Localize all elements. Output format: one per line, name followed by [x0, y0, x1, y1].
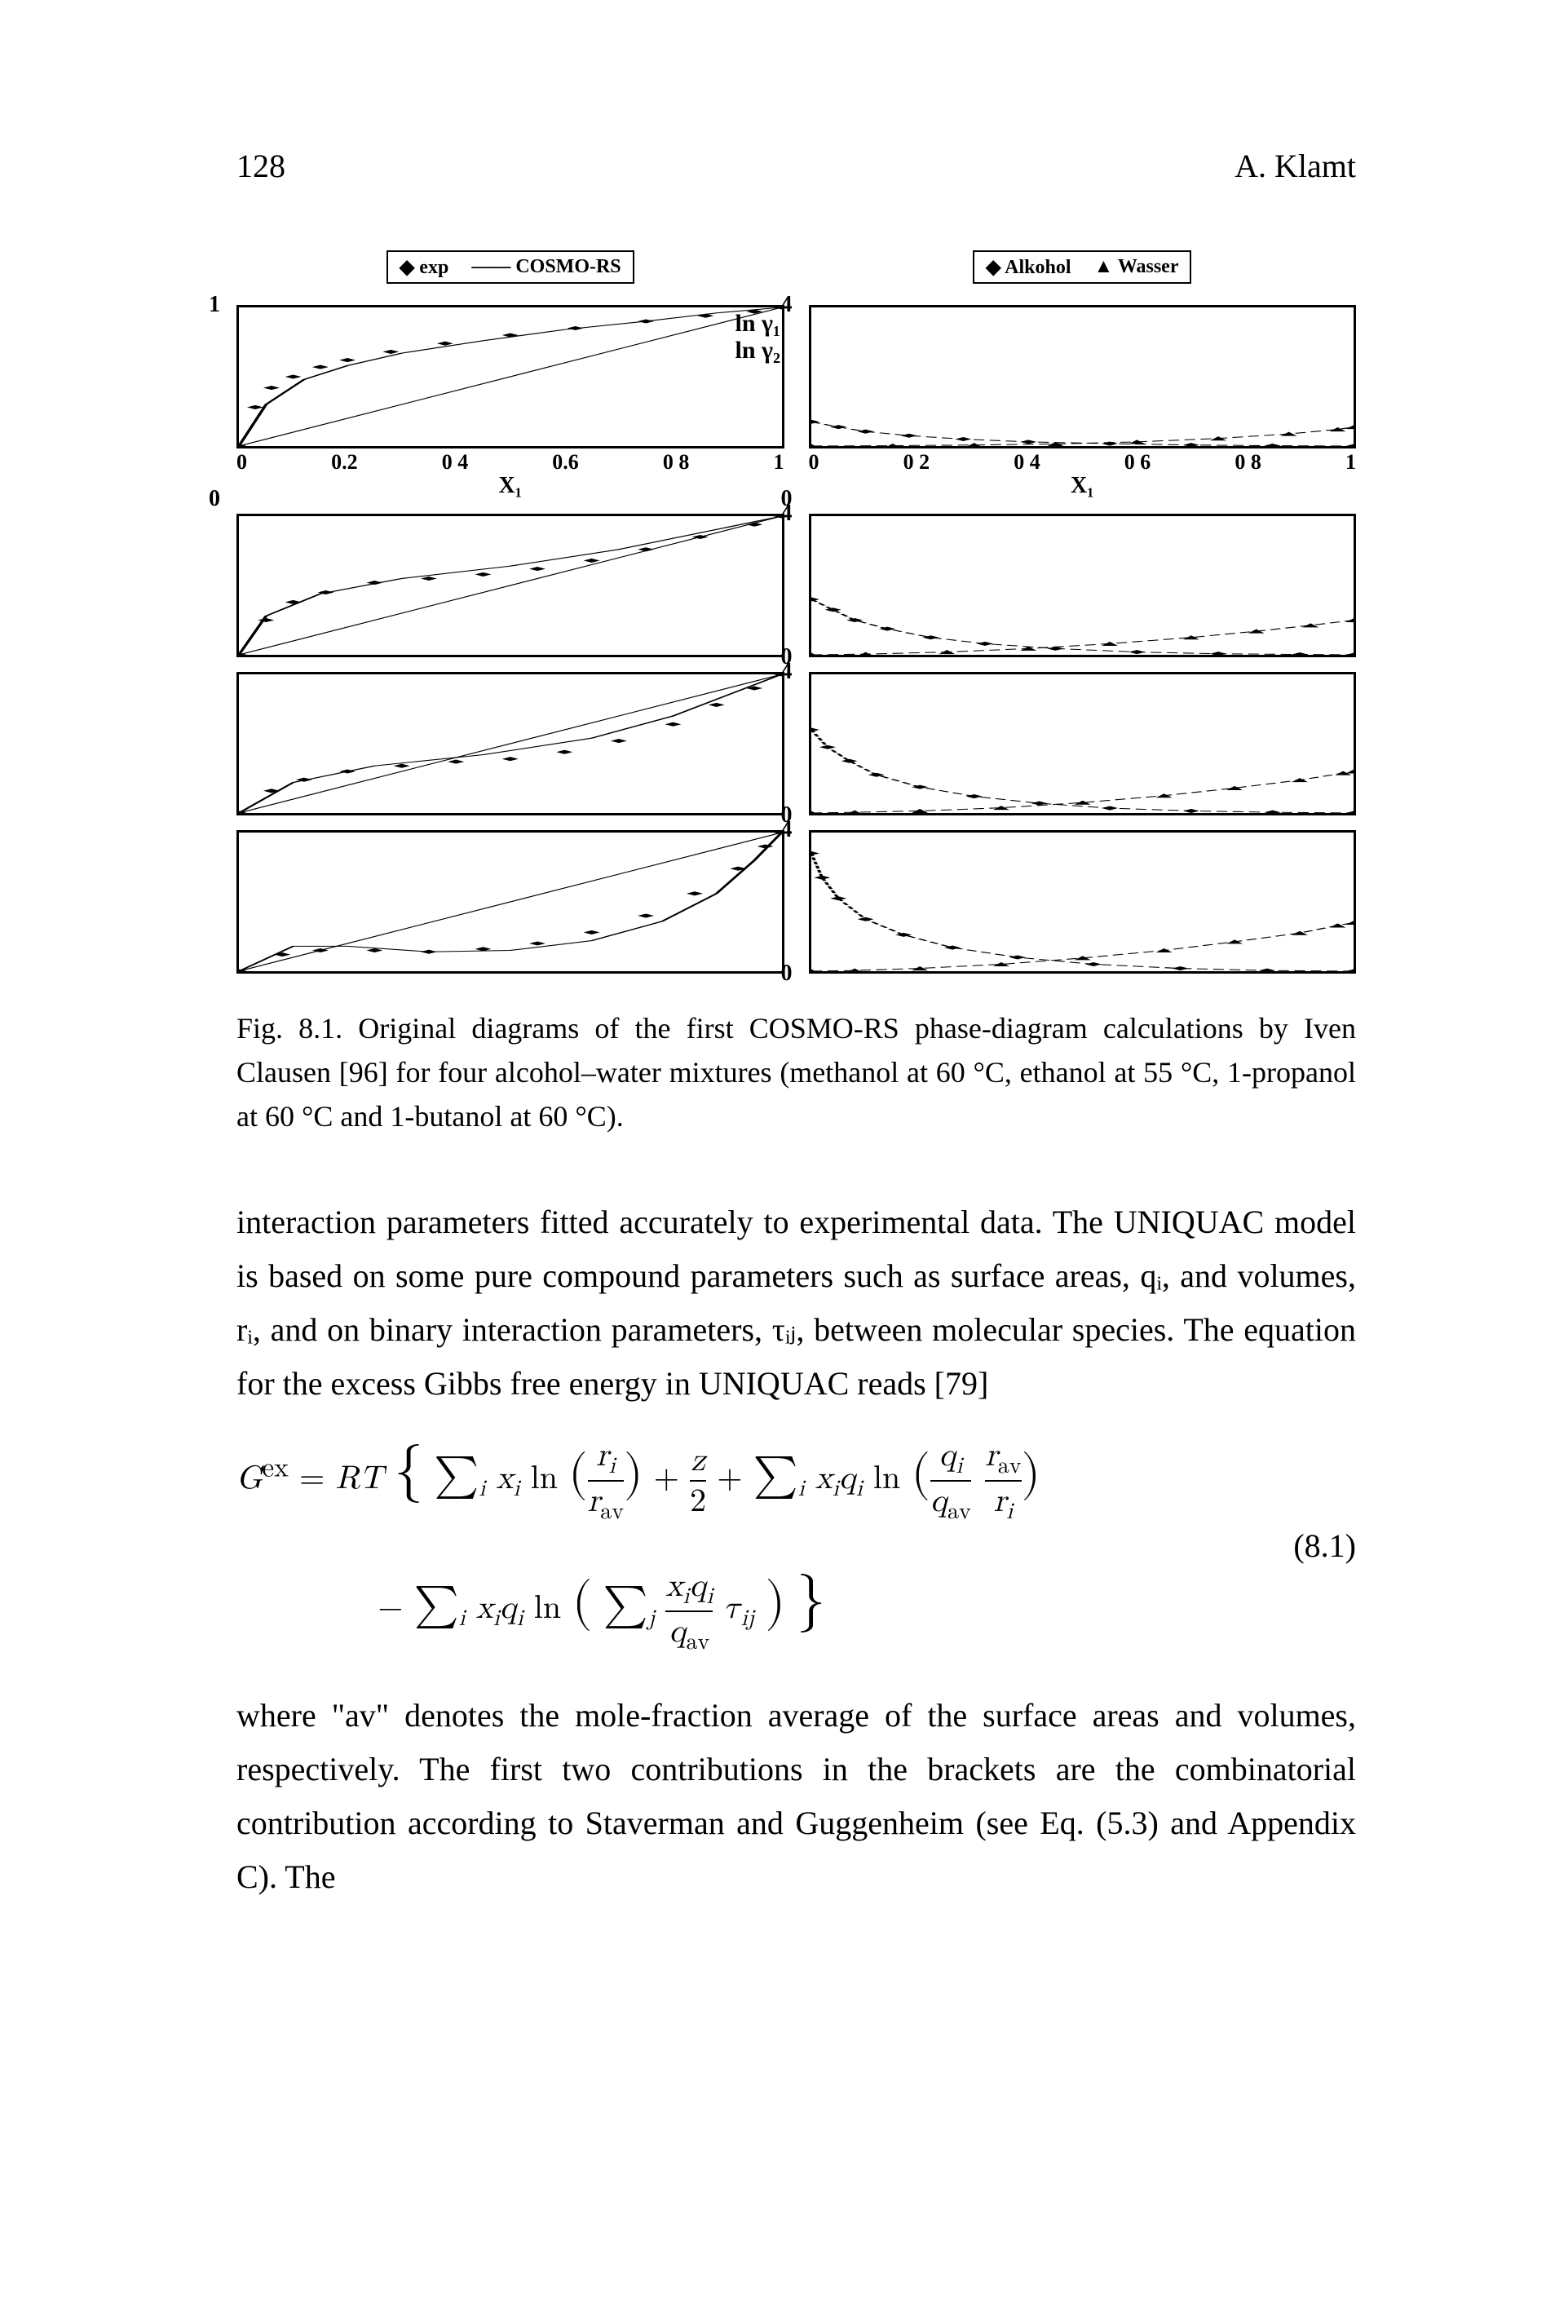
- left-panel-4: [236, 830, 784, 974]
- figure-right-column: ◆ Alkohol ▲ Wasser ln γ₁ ln γ₂ 4 0 00 20…: [809, 250, 1357, 974]
- left-panel-3: [236, 672, 784, 815]
- xtick: 0: [236, 450, 247, 475]
- xtick: 0 8: [663, 450, 690, 475]
- right-panel-2: [809, 514, 1357, 657]
- lngamma2-label: ln γ₂: [735, 337, 781, 364]
- xtick: 0.2: [331, 450, 358, 475]
- left-panel-1-wrap: Y₁ 1 0 00.20 40.60 81 X₁: [236, 305, 784, 499]
- legend-alkohol: ◆ Alkohol: [986, 255, 1071, 279]
- right-panel-1-wrap: ln γ₁ ln γ₂ 4 0 00 20 40 60 81 X₁: [809, 305, 1357, 499]
- ytick-bot: 0: [209, 486, 220, 512]
- legend-right: ◆ Alkohol ▲ Wasser: [973, 250, 1191, 284]
- xtick: 0 4: [442, 450, 469, 475]
- equation-content: Gex = RT { ∑i xi ln (rirav) + z2 + ∑i xi…: [236, 1435, 1269, 1656]
- legend-wasser: ▲ Wasser: [1094, 256, 1179, 278]
- page-header: 128 A. Klamt: [236, 147, 1356, 185]
- left-panel-2-wrap: [236, 514, 784, 657]
- xtick: 0: [809, 450, 819, 475]
- right-panel-3: [809, 672, 1357, 815]
- left-panel-1: [236, 305, 784, 448]
- xtick: 0.6: [552, 450, 579, 475]
- figure-caption: Fig. 8.1. Original diagrams of the first…: [236, 1006, 1356, 1138]
- right-panel-1: [809, 305, 1357, 448]
- ytick-top-r2: 4: [781, 501, 793, 527]
- xlabel-left: X₁: [236, 473, 784, 499]
- xtick: 0 8: [1235, 450, 1261, 475]
- xtick: 0 4: [1014, 450, 1040, 475]
- paragraph-1: interaction parameters fitted accurately…: [236, 1195, 1356, 1411]
- xticks-right: 0 0 2 0 4 0 6 0 8 1: [809, 448, 1357, 475]
- author-name: A. Klamt: [1235, 147, 1356, 185]
- page-number: 128: [236, 147, 285, 185]
- legend-exp: ◆ exp: [400, 255, 448, 279]
- paragraph-2: where "av" denotes the mole-fraction ave…: [236, 1689, 1356, 1904]
- legend-cosmors: —— COSMO-RS: [471, 256, 621, 278]
- ytick-bot-r4: 0: [781, 961, 793, 987]
- xticks-left: 0 0.2 0 4 0.6 0 8 1: [236, 448, 784, 475]
- lngamma1-label: ln γ₁: [735, 310, 781, 337]
- xtick: 1: [773, 450, 784, 475]
- xtick: 0 6: [1124, 450, 1151, 475]
- ytick-top-r3: 4: [781, 659, 793, 685]
- ytick-top: 1: [209, 292, 220, 318]
- equation-8-1: Gex = RT { ∑i xi ln (rirav) + z2 + ∑i xi…: [236, 1435, 1356, 1656]
- equation-number: (8.1): [1269, 1527, 1356, 1565]
- ytick-top-r4: 4: [781, 817, 793, 843]
- left-panel-2: [236, 514, 784, 657]
- xtick: 0 2: [903, 450, 930, 475]
- left-panel-4-wrap: [236, 830, 784, 974]
- figure-left-column: ◆ exp —— COSMO-RS Y₁ 1 0 00.20 40.60 81 …: [236, 250, 784, 974]
- lngamma-label: ln γ₁ ln γ₂: [735, 310, 781, 364]
- left-panel-3-wrap: [236, 672, 784, 815]
- figure-8-1: ◆ exp —— COSMO-RS Y₁ 1 0 00.20 40.60 81 …: [236, 250, 1356, 974]
- xtick: 1: [1345, 450, 1356, 475]
- right-panel-3-wrap: 4 0: [809, 672, 1357, 815]
- legend-left: ◆ exp —— COSMO-RS: [386, 250, 634, 284]
- ytick-top-r: 4: [781, 292, 793, 318]
- xlabel-right: X₁: [809, 473, 1357, 499]
- right-panel-4: [809, 830, 1357, 974]
- right-panel-4-wrap: 4 0: [809, 830, 1357, 974]
- page: 128 A. Klamt ◆ exp —— COSMO-RS Y₁ 1 0 00…: [0, 0, 1568, 2324]
- right-panel-2-wrap: 4 0: [809, 514, 1357, 657]
